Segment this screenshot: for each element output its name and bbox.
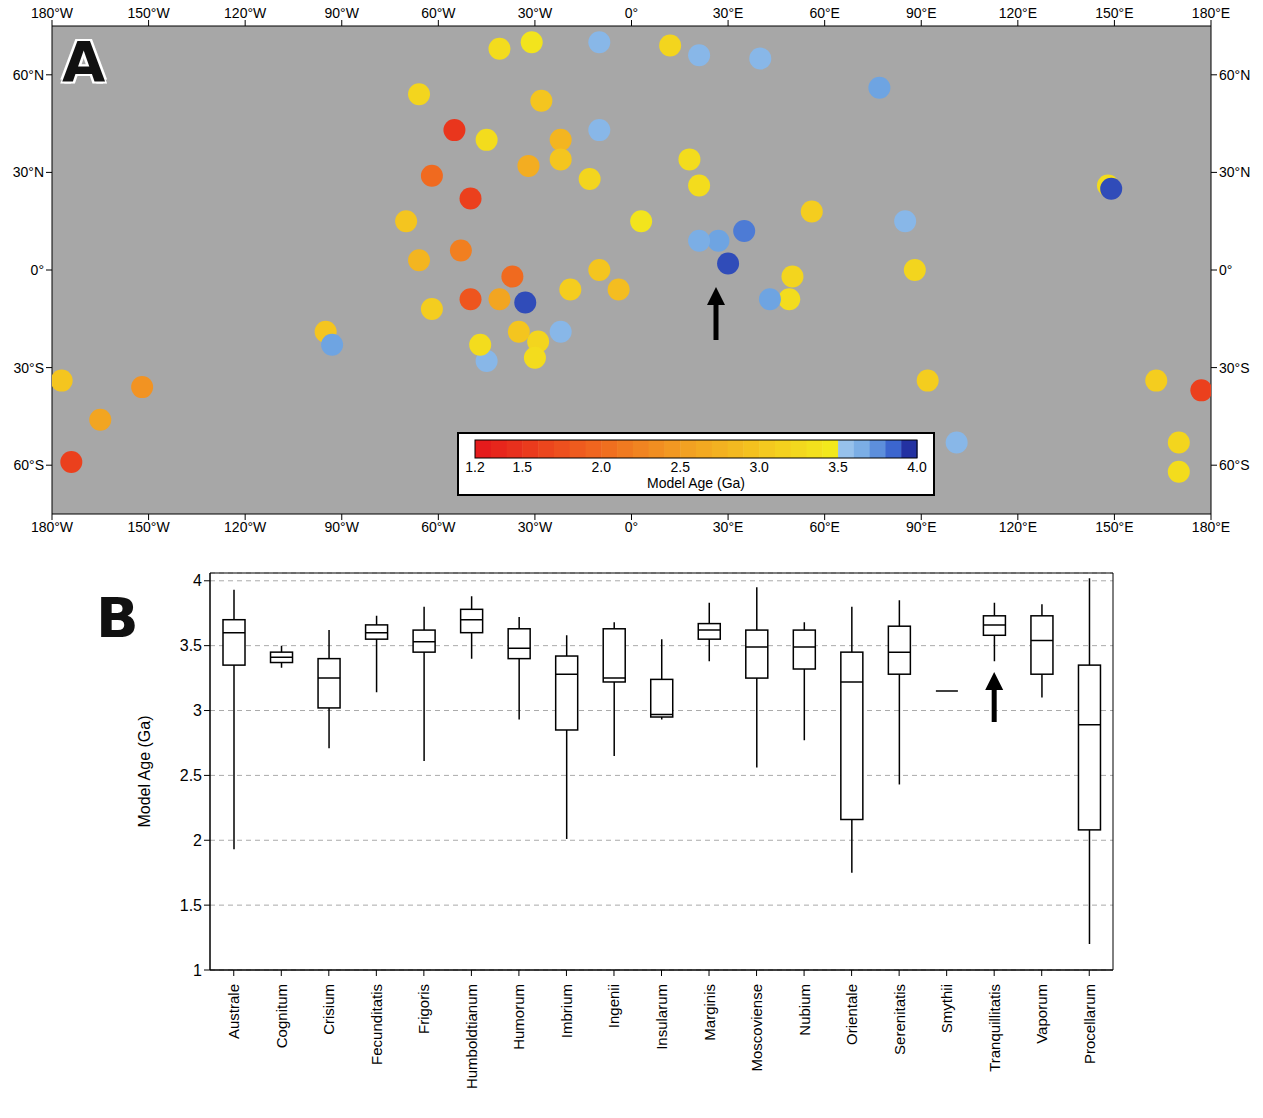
- svg-text:Moscoviense: Moscoviense: [748, 984, 765, 1072]
- svg-text:0°: 0°: [625, 5, 638, 21]
- svg-text:30°E: 30°E: [713, 5, 744, 21]
- svg-text:3.5: 3.5: [180, 637, 202, 654]
- svg-text:1: 1: [193, 962, 202, 979]
- svg-text:2.5: 2.5: [670, 459, 690, 475]
- svg-text:30°S: 30°S: [1219, 360, 1250, 376]
- svg-text:120°E: 120°E: [999, 519, 1037, 535]
- svg-text:30°E: 30°E: [713, 519, 744, 535]
- svg-text:Humboldtianum: Humboldtianum: [463, 984, 480, 1089]
- svg-text:30°N: 30°N: [1219, 164, 1250, 180]
- svg-text:150°E: 150°E: [1095, 519, 1133, 535]
- svg-text:60°S: 60°S: [13, 457, 44, 473]
- svg-text:120°E: 120°E: [999, 5, 1037, 21]
- svg-text:90°E: 90°E: [906, 519, 937, 535]
- svg-text:30°S: 30°S: [13, 360, 44, 376]
- svg-text:Model Age (Ga): Model Age (Ga): [136, 715, 153, 827]
- svg-text:0°: 0°: [1219, 262, 1232, 278]
- svg-text:Frigoris: Frigoris: [415, 984, 432, 1034]
- svg-text:Procellarum: Procellarum: [1081, 984, 1098, 1064]
- svg-text:Marginis: Marginis: [701, 984, 718, 1041]
- html-text:B: B: [96, 585, 139, 650]
- svg-text:2: 2: [193, 832, 202, 849]
- svg-text:Ingenii: Ingenii: [605, 984, 622, 1028]
- svg-text:Imbrium: Imbrium: [558, 984, 575, 1038]
- svg-text:3.5: 3.5: [828, 459, 848, 475]
- svg-text:Nubium: Nubium: [796, 984, 813, 1036]
- svg-text:150°W: 150°W: [127, 519, 170, 535]
- svg-text:3: 3: [193, 702, 202, 719]
- svg-text:3.0: 3.0: [749, 459, 769, 475]
- svg-text:Serenitatis: Serenitatis: [891, 984, 908, 1055]
- svg-text:Insularum: Insularum: [653, 984, 670, 1050]
- svg-text:30°W: 30°W: [518, 5, 553, 21]
- svg-text:30°W: 30°W: [518, 519, 553, 535]
- svg-text:1.5: 1.5: [513, 459, 533, 475]
- svg-text:60°E: 60°E: [809, 519, 840, 535]
- svg-text:90°E: 90°E: [906, 5, 937, 21]
- svg-text:60°N: 60°N: [1219, 67, 1250, 83]
- svg-text:60°S: 60°S: [1219, 457, 1250, 473]
- svg-text:Cognitum: Cognitum: [273, 984, 290, 1048]
- svg-text:0°: 0°: [625, 519, 638, 535]
- svg-text:150°W: 150°W: [127, 5, 170, 21]
- svg-text:60°W: 60°W: [421, 519, 456, 535]
- svg-text:4: 4: [193, 572, 202, 589]
- svg-text:60°E: 60°E: [809, 5, 840, 21]
- svg-text:Orientale: Orientale: [843, 984, 860, 1045]
- html-text:A: A: [62, 29, 106, 94]
- svg-text:180°E: 180°E: [1192, 5, 1230, 21]
- svg-text:0°: 0°: [31, 262, 44, 278]
- svg-text:2.0: 2.0: [592, 459, 612, 475]
- svg-text:120°W: 120°W: [224, 519, 267, 535]
- svg-text:2.5: 2.5: [180, 767, 202, 784]
- svg-text:Fecunditatis: Fecunditatis: [368, 984, 385, 1065]
- svg-text:150°E: 150°E: [1095, 5, 1133, 21]
- svg-text:1.5: 1.5: [180, 897, 202, 914]
- svg-text:Humorum: Humorum: [510, 984, 527, 1050]
- svg-text:Australe: Australe: [225, 984, 242, 1039]
- svg-text:Smythii: Smythii: [938, 984, 955, 1033]
- svg-text:60°N: 60°N: [13, 67, 44, 83]
- svg-text:1.2: 1.2: [465, 459, 485, 475]
- svg-text:60°W: 60°W: [421, 5, 456, 21]
- svg-text:180°E: 180°E: [1192, 519, 1230, 535]
- svg-text:Model Age (Ga): Model Age (Ga): [647, 475, 745, 491]
- svg-text:Crisium: Crisium: [320, 984, 337, 1035]
- svg-text:30°N: 30°N: [13, 164, 44, 180]
- svg-text:Tranquillitatis: Tranquillitatis: [986, 984, 1003, 1072]
- svg-text:90°W: 90°W: [325, 519, 360, 535]
- svg-text:4.0: 4.0: [907, 459, 927, 475]
- svg-text:180°W: 180°W: [31, 519, 74, 535]
- svg-text:120°W: 120°W: [224, 5, 267, 21]
- svg-text:180°W: 180°W: [31, 5, 74, 21]
- svg-text:90°W: 90°W: [325, 5, 360, 21]
- svg-text:Vaporum: Vaporum: [1033, 984, 1050, 1044]
